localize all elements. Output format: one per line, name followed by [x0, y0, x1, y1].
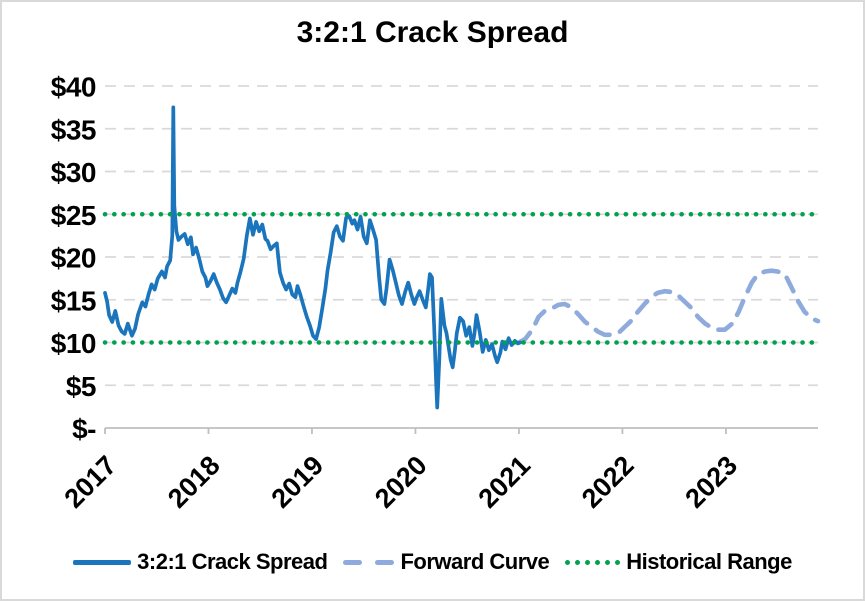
legend-label-forward-curve: Forward Curve	[400, 549, 550, 574]
y-axis-label-0: $-	[72, 414, 96, 445]
legend-label-crack-spread: 3:2:1 Crack Spread	[137, 549, 328, 574]
x-axis-label-2021: 2021	[472, 450, 536, 514]
x-axis-label-2018: 2018	[162, 450, 226, 514]
y-axis-label-40: $40	[51, 72, 96, 103]
dotted-line-sample-icon	[565, 559, 621, 565]
y-axis-label-10: $10	[51, 328, 96, 359]
forward-curve-line	[516, 268, 821, 345]
y-axis-label-5: $5	[66, 371, 96, 402]
chart-title: 3:2:1 Crack Spread	[296, 16, 569, 49]
y-axis-label-35: $35	[51, 114, 96, 145]
legend-label-historical-range: Historical Range	[626, 549, 792, 574]
dashed-line-sample-icon	[343, 559, 395, 565]
x-axis-label-2022: 2022	[576, 450, 640, 514]
x-axis-label-2023: 2023	[679, 450, 743, 514]
x-axis-label-2020: 2020	[369, 450, 433, 514]
y-axis-label-25: $25	[51, 200, 96, 231]
legend: 3:2:1 Crack Spread Forward Curve Histori…	[2, 549, 863, 575]
legend-item-historical-range: Historical Range	[565, 549, 792, 575]
solid-line-sample-icon	[73, 559, 132, 565]
legend-item-crack-spread: 3:2:1 Crack Spread	[73, 549, 328, 575]
crack-spread-line	[103, 105, 522, 410]
x-axis-label-2017: 2017	[59, 450, 123, 514]
x-axis-label-2019: 2019	[266, 450, 330, 514]
y-axis-label-20: $20	[51, 243, 96, 274]
y-axis-label-30: $30	[51, 157, 96, 188]
y-axis-label-15: $15	[51, 285, 96, 316]
legend-item-forward-curve: Forward Curve	[343, 549, 550, 575]
